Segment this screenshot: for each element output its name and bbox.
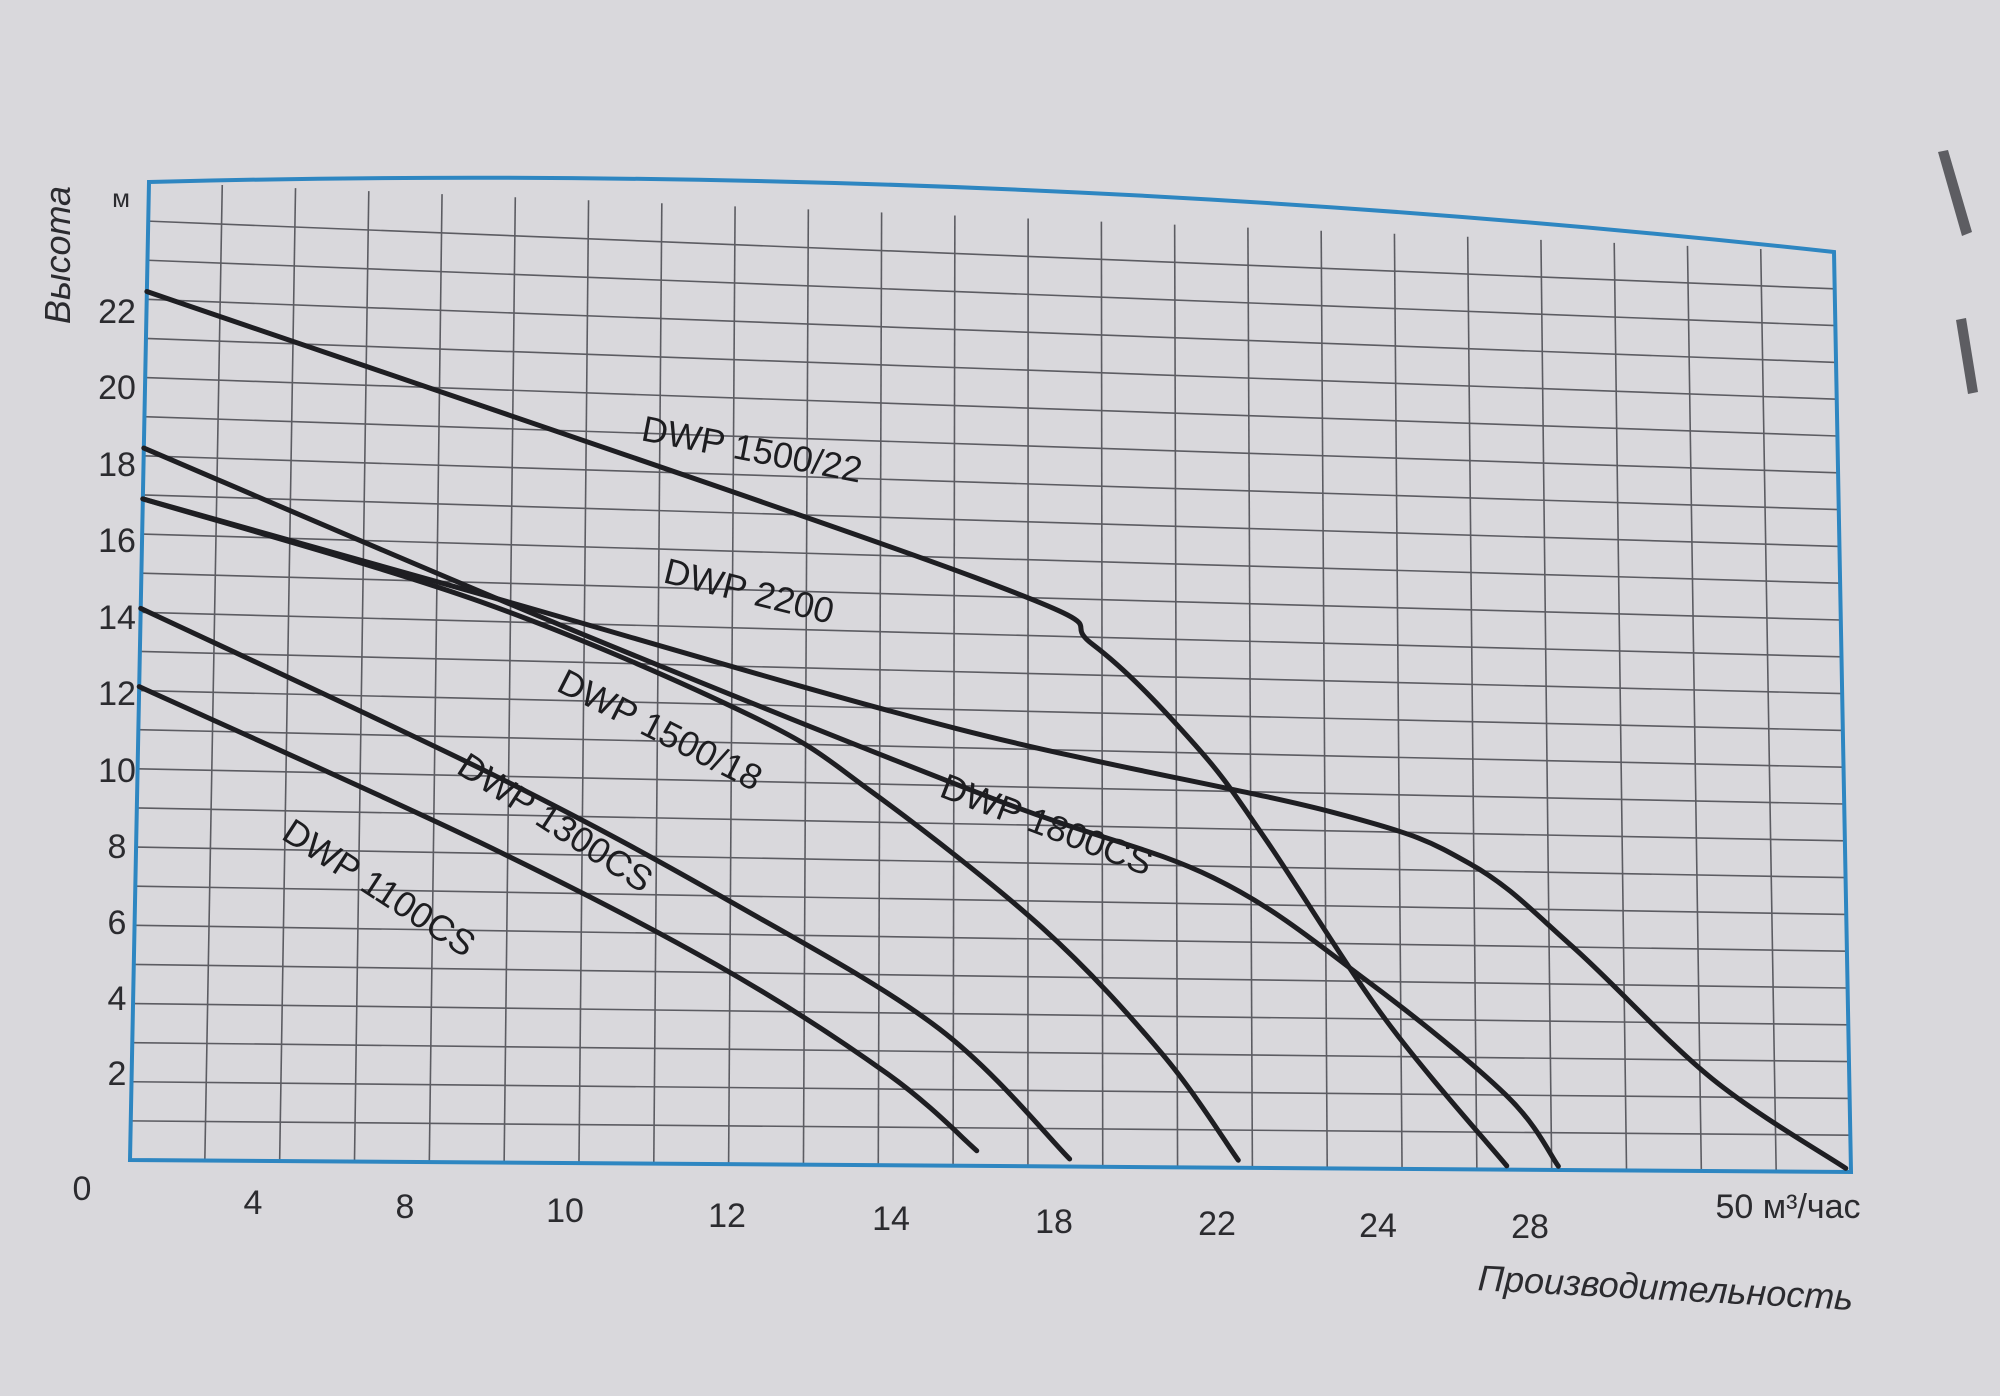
y-axis-title: Высота xyxy=(37,186,78,324)
grid-line-horizontal xyxy=(137,768,1845,805)
grid-line-vertical xyxy=(1686,245,1703,1171)
x-tick-label: 10 xyxy=(546,1192,584,1230)
grid-line-vertical xyxy=(877,212,883,1166)
grid-line-vertical xyxy=(1320,230,1329,1169)
grid-line-vertical xyxy=(1613,242,1628,1171)
grid-line-vertical xyxy=(503,197,517,1163)
curves xyxy=(136,289,1849,1171)
y-tick-label: 14 xyxy=(98,599,136,637)
grid-line-vertical xyxy=(652,203,663,1164)
grid-line-horizontal xyxy=(147,259,1836,327)
grid-line-horizontal xyxy=(138,728,1844,768)
grid-line-horizontal xyxy=(142,533,1841,584)
origin-label: 0 xyxy=(73,1170,92,1208)
y-unit-label: м xyxy=(112,183,130,213)
y-tick-label: 12 xyxy=(98,675,136,713)
x-tick-label: 4 xyxy=(244,1184,263,1222)
y-tick-label: 20 xyxy=(98,369,136,407)
curve-dwp-1800cs xyxy=(141,445,1561,1169)
x-tick-label: 18 xyxy=(1035,1203,1073,1241)
curve-dwp-1100cs xyxy=(136,684,980,1154)
x-tick-label: 14 xyxy=(872,1200,910,1238)
grid-line-horizontal xyxy=(133,1002,1849,1026)
grid-line-vertical xyxy=(1759,248,1777,1172)
grid-line-vertical xyxy=(353,191,370,1162)
grid-line-horizontal xyxy=(139,650,1843,695)
grid-line-horizontal xyxy=(136,846,1846,879)
y-tick-label: 6 xyxy=(108,904,127,942)
grid xyxy=(130,185,1851,1172)
x-tick-label: 28 xyxy=(1511,1208,1549,1246)
grid-line-vertical xyxy=(952,215,956,1166)
grid-line-horizontal xyxy=(145,337,1837,400)
grid-line-vertical xyxy=(1466,236,1478,1170)
grid-line-vertical xyxy=(1393,233,1403,1169)
y-tick-label: 16 xyxy=(98,522,136,560)
grid-line-vertical xyxy=(1100,221,1104,1167)
grid-line-vertical xyxy=(1540,239,1553,1170)
grid-line-vertical xyxy=(1247,227,1254,1168)
grid-line-vertical xyxy=(428,194,443,1163)
staple-icon xyxy=(1956,318,1978,394)
grid-line-horizontal xyxy=(144,415,1839,474)
grid-line-horizontal xyxy=(132,1041,1849,1063)
x-tick-label: 22 xyxy=(1198,1205,1236,1243)
y-tick-label: 10 xyxy=(98,752,136,790)
grid-line-horizontal xyxy=(143,455,1839,511)
grid-line-vertical xyxy=(578,200,590,1164)
grid-line-horizontal xyxy=(135,885,1847,916)
grid-line-horizontal xyxy=(134,924,1847,952)
curve-dwp-1300cs xyxy=(138,605,1073,1162)
grid-line-horizontal xyxy=(140,611,1842,658)
grid-line-horizontal xyxy=(130,1120,1851,1136)
y-tick-label: 8 xyxy=(108,828,127,866)
y-tick-label: 4 xyxy=(108,980,127,1018)
y-tick-label: 18 xyxy=(98,446,136,484)
y-tick-label: 2 xyxy=(108,1055,127,1093)
grid-line-horizontal xyxy=(142,494,1840,548)
x-tick-label: 24 xyxy=(1359,1207,1397,1245)
curve-dwp-1500-22 xyxy=(144,289,1510,1169)
grid-line-horizontal xyxy=(139,689,1843,732)
grid-line-vertical xyxy=(727,206,736,1165)
grid-line-vertical xyxy=(204,185,224,1161)
staple-icon xyxy=(1938,150,1972,236)
grid-line-horizontal xyxy=(148,220,1835,290)
grid-line-vertical xyxy=(1173,224,1179,1168)
x-tick-label: 50 м³/час xyxy=(1715,1188,1860,1226)
grid-line-horizontal xyxy=(146,298,1837,364)
grid-line-horizontal xyxy=(131,1080,1850,1100)
x-axis-ticks: 4 8 10 12 14 18 22 24 28 50 м³/час xyxy=(244,1184,1861,1246)
y-axis-ticks: 2 4 6 8 10 12 14 16 18 20 22 xyxy=(98,293,136,1093)
x-tick-label: 12 xyxy=(708,1197,746,1235)
curve-dwp-1500-18 xyxy=(140,496,1241,1163)
y-tick-label: 22 xyxy=(98,293,136,331)
grid-line-horizontal xyxy=(133,963,1848,989)
x-tick-label: 8 xyxy=(396,1188,415,1226)
plot-frame xyxy=(127,175,1854,1175)
